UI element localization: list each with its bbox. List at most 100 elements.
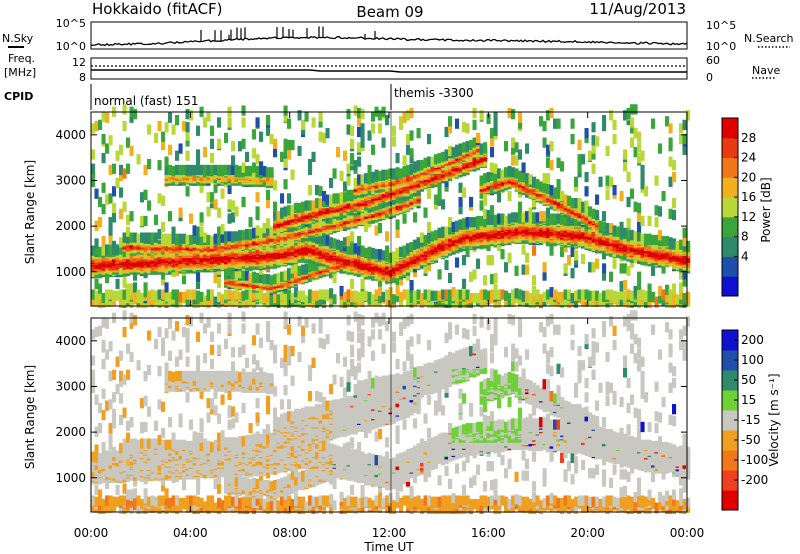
power-cell — [350, 231, 355, 242]
power-cell — [154, 214, 159, 225]
power-cell — [185, 150, 190, 161]
power-cell — [248, 217, 253, 228]
power-cell — [231, 231, 236, 242]
power-cell — [196, 290, 201, 301]
power-cell — [332, 294, 337, 305]
power-cell — [199, 291, 204, 303]
power-cell — [395, 152, 400, 164]
power-cell — [185, 186, 190, 197]
power-cell — [122, 232, 127, 243]
power-cell — [374, 289, 379, 300]
power-cell — [346, 109, 351, 120]
power-cell — [353, 290, 358, 301]
power-cell — [126, 289, 131, 300]
power-cell — [276, 211, 281, 222]
power-cell — [126, 226, 131, 237]
power-cell — [280, 207, 285, 218]
power-cell — [269, 294, 274, 305]
power-cell — [91, 245, 96, 256]
power-cell — [455, 220, 460, 231]
power-cell — [444, 259, 449, 271]
power-cell — [220, 164, 225, 176]
power-cell — [220, 224, 225, 235]
power-cell — [318, 131, 323, 142]
power-cell — [217, 226, 222, 237]
power-cell — [294, 287, 299, 298]
power-cell — [455, 144, 460, 155]
power-cell — [150, 232, 155, 243]
power-cell — [210, 236, 215, 247]
power-cell — [273, 201, 278, 212]
power-cell — [175, 233, 180, 244]
power-cell — [504, 167, 509, 178]
power-cell — [315, 290, 320, 301]
power-cell — [343, 237, 348, 248]
power-cell — [280, 151, 285, 163]
nave-tick-top: 60 — [706, 54, 720, 67]
power-cell — [318, 186, 323, 197]
power-cell — [458, 196, 463, 208]
power-cell — [105, 244, 110, 255]
power-cell — [357, 236, 362, 247]
power-cell — [322, 132, 327, 144]
power-cell — [273, 180, 278, 191]
power-cell — [315, 185, 320, 196]
power-cell — [171, 166, 176, 177]
power-cell — [357, 156, 362, 167]
power-cell — [465, 217, 470, 228]
power-cell — [283, 105, 288, 116]
power-cell — [357, 107, 362, 119]
power-cell — [441, 289, 446, 300]
power-cell — [339, 240, 344, 252]
power-cell — [511, 289, 516, 300]
power-cell — [150, 289, 155, 300]
power-cell — [462, 255, 467, 266]
power-cell — [91, 295, 96, 306]
power-cell — [231, 290, 236, 301]
power-cell — [143, 215, 148, 227]
power-cell — [402, 166, 407, 177]
power-cell — [182, 233, 187, 244]
power-cell — [301, 264, 306, 275]
power-cell — [185, 164, 190, 176]
power-cell — [224, 231, 229, 242]
power-cell — [129, 283, 134, 294]
power-cell — [493, 272, 498, 284]
power-cell — [157, 160, 162, 171]
power-cell — [175, 295, 180, 306]
power-cell — [136, 289, 141, 300]
power-cell — [168, 164, 173, 176]
power-cell — [234, 231, 239, 242]
power-cell — [231, 141, 236, 152]
power-cell — [406, 144, 411, 155]
power-cell — [283, 289, 288, 300]
power-cell — [490, 162, 495, 173]
power-cell — [441, 226, 446, 237]
power-cell — [353, 177, 358, 189]
station-title: Hokkaido (fitACF) — [92, 0, 223, 18]
power-cell — [129, 211, 134, 222]
power-cell — [255, 192, 260, 203]
power-cell — [360, 278, 365, 290]
power-cell — [420, 293, 425, 304]
power-cell — [290, 263, 295, 274]
power-cell — [94, 278, 99, 290]
power-cell — [98, 246, 103, 257]
power-cell — [392, 136, 397, 147]
nave-tick-bottom: 0 — [706, 71, 713, 84]
power-cell — [346, 124, 351, 135]
power-cell — [189, 164, 194, 176]
power-cell — [192, 289, 197, 300]
power-cell — [497, 192, 502, 203]
power-cell — [409, 291, 414, 303]
power-cell — [430, 156, 435, 167]
power-cell — [241, 162, 246, 173]
power-cell — [469, 196, 474, 208]
power-cell — [161, 275, 166, 286]
power-cell — [119, 164, 124, 176]
power-cell — [199, 182, 204, 193]
power-cell — [402, 289, 407, 300]
power-cell — [157, 289, 162, 300]
power-cell — [196, 149, 201, 160]
power-cell — [448, 145, 453, 157]
